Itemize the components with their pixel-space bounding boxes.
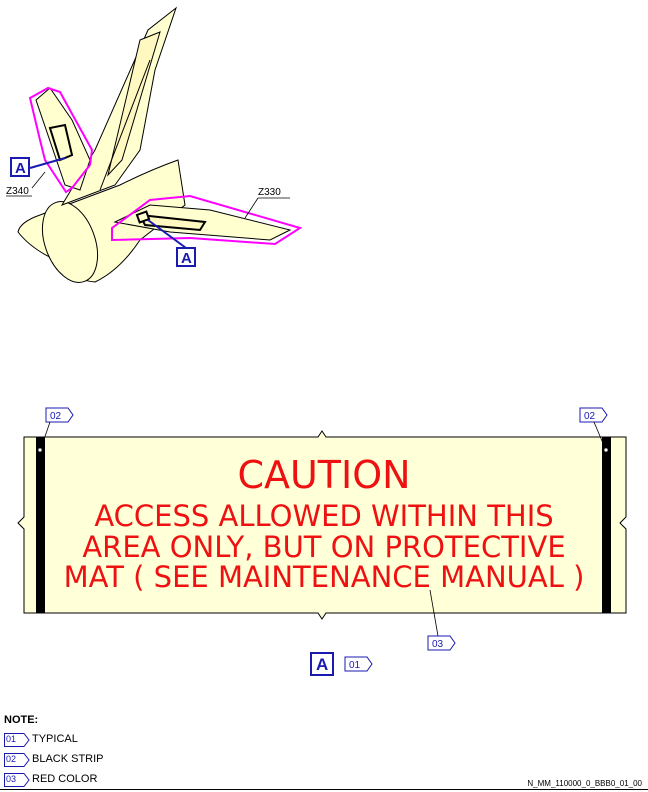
svg-text:03: 03 — [432, 639, 444, 650]
caution-placard: CAUTION ACCESS ALLOWED WITHIN THIS AREA … — [17, 430, 627, 620]
callout-left-strip: 02 — [40, 407, 74, 449]
svg-text:01: 01 — [349, 660, 361, 671]
note-text: BLACK STRIP — [32, 753, 104, 765]
zone-label-stabilizer: Z330 — [258, 187, 281, 198]
fin-zone-outline — [28, 86, 94, 194]
black-strip-left — [36, 437, 45, 613]
placard-outline — [17, 430, 627, 620]
zone-label-fin: Z340 — [6, 186, 29, 197]
view-marker-a-fin: A — [10, 157, 66, 177]
note-title: NOTE: — [4, 714, 39, 726]
fuselage-end-ring — [41, 201, 99, 283]
tail-assembly-drawing — [17, 6, 292, 283]
placard-line-2: AREA ONLY, BUT ON PROTECTIVE — [82, 530, 565, 564]
note-item: 03 RED COLOR — [4, 769, 104, 789]
note-item: 02 BLACK STRIP — [4, 749, 104, 769]
note-text: TYPICAL — [32, 733, 78, 745]
note-block: NOTE: 01 TYPICAL 02 BLACK STRIP 03 RED C… — [4, 714, 104, 789]
placard-line-3: MAT ( SEE MAINTENANCE MANUAL ) — [64, 560, 585, 594]
callout-right-strip: 02 — [579, 407, 608, 449]
bottom-rule — [0, 789, 648, 790]
document-reference: N_MM_110000_0_BBB0_01_00 — [527, 779, 642, 788]
svg-text:A: A — [316, 655, 328, 674]
view-marker-letter: A — [181, 250, 192, 267]
svg-text:02: 02 — [584, 411, 596, 422]
placard-line-1: ACCESS ALLOWED WITHIN THIS — [94, 499, 553, 533]
black-strip-right — [602, 437, 611, 613]
stabilizer-zone-outline — [111, 194, 303, 246]
note-tag: 02 — [4, 752, 30, 767]
note-text: RED COLOR — [32, 773, 98, 785]
view-marker-a-stabilizer: A — [147, 219, 196, 267]
placard-title: CAUTION — [237, 453, 410, 497]
callout-text-color: 03 — [427, 589, 456, 651]
note-item: 01 TYPICAL — [4, 729, 104, 749]
view-a-reference: A 01 — [310, 652, 373, 676]
note-tag: 03 — [4, 772, 30, 787]
view-marker-letter: A — [15, 160, 26, 177]
note-tag: 01 — [4, 732, 30, 747]
svg-text:02: 02 — [50, 411, 62, 422]
